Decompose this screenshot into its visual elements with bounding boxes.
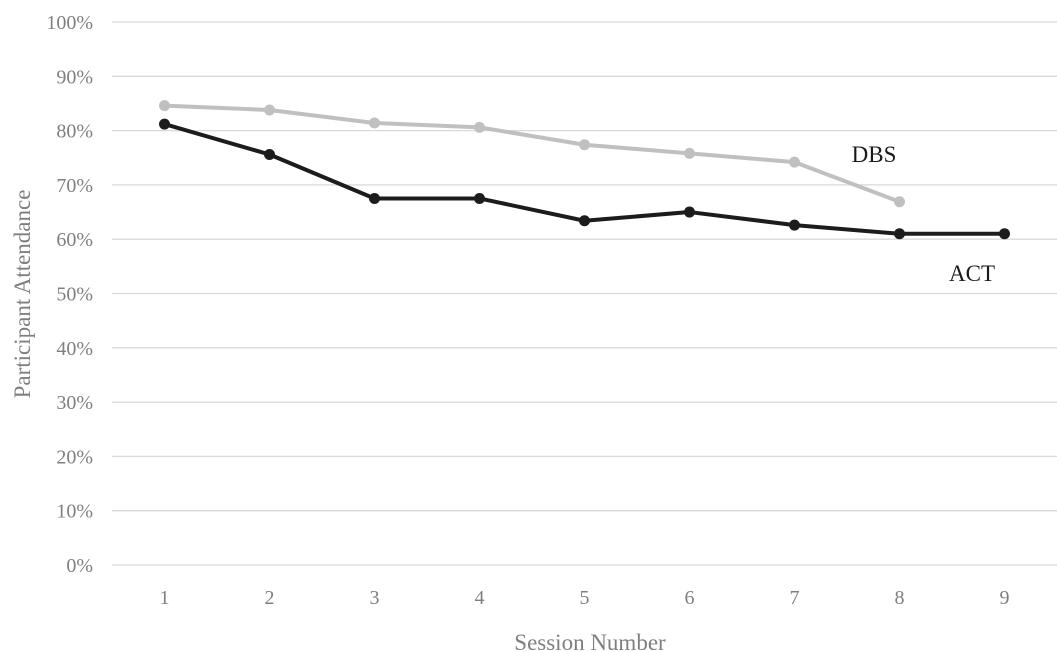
x-tick-label: 4 [475, 587, 485, 609]
y-axis-tick-labels: 0% 10% 20% 30% 40% 50% 60% 70% 80% 90% 100% [46, 12, 93, 577]
data-point-dbs [264, 104, 275, 116]
data-point-act [579, 215, 590, 227]
data-point-dbs [894, 196, 905, 208]
y-tick-label: 20% [56, 446, 93, 468]
data-point-dbs [579, 139, 590, 151]
x-tick-label: 8 [895, 587, 905, 609]
y-axis-title: Participant Attendance [10, 190, 35, 399]
x-tick-label: 1 [160, 587, 170, 609]
y-tick-label: 100% [46, 12, 93, 34]
y-tick-label: 60% [56, 229, 93, 251]
data-point-act [474, 192, 485, 204]
data-point-act [894, 228, 905, 240]
y-tick-label: 0% [66, 555, 93, 577]
data-point-act [789, 219, 800, 231]
data-point-dbs [789, 156, 800, 168]
x-tick-label: 6 [685, 587, 695, 609]
x-tick-label: 5 [580, 587, 590, 609]
y-tick-label: 50% [56, 284, 93, 306]
y-tick-label: 40% [56, 338, 93, 360]
x-tick-label: 3 [370, 587, 380, 609]
series-act [159, 118, 1010, 240]
data-point-act [369, 192, 380, 204]
data-point-dbs [369, 117, 380, 129]
data-point-act [159, 118, 170, 130]
series-lines [159, 100, 1010, 240]
data-point-dbs [684, 147, 695, 159]
x-tick-label: 2 [265, 587, 275, 609]
y-tick-label: 70% [56, 175, 93, 197]
series-label-act: ACT [949, 261, 995, 286]
series-dbs [159, 100, 905, 208]
x-axis-tick-labels: 1 2 3 4 5 6 7 8 9 [160, 587, 1010, 609]
x-axis-title: Session Number [514, 630, 666, 652]
data-point-act [684, 206, 695, 218]
x-tick-label: 9 [1000, 587, 1010, 609]
data-point-act [999, 228, 1010, 240]
y-tick-label: 90% [56, 66, 93, 88]
data-point-dbs [474, 121, 485, 133]
y-tick-label: 80% [56, 121, 93, 143]
series-line-dbs [164, 103, 901, 204]
gridlines [112, 21, 1057, 566]
x-tick-label: 7 [790, 587, 800, 609]
y-tick-label: 30% [56, 392, 93, 414]
y-tick-label: 10% [56, 501, 93, 523]
data-point-dbs [159, 100, 170, 112]
data-point-act [264, 148, 275, 160]
series-label-dbs: DBS [852, 142, 897, 167]
